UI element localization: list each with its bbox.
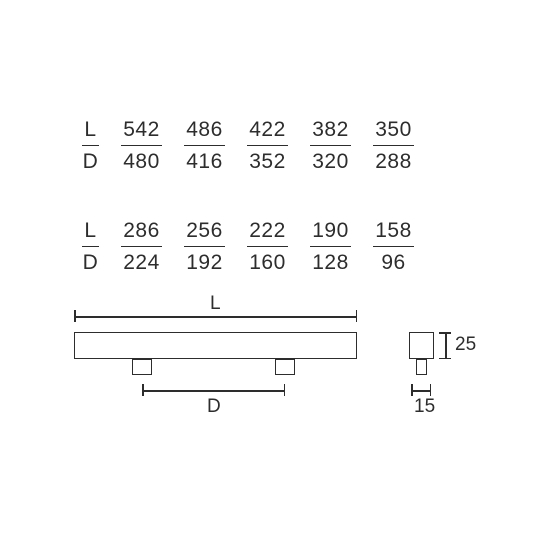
frac-bar <box>82 246 99 247</box>
cell-den: 160 <box>249 251 286 274</box>
cell-num: 350 <box>375 118 412 141</box>
frac-bar <box>310 246 351 247</box>
frac-bar <box>184 145 225 146</box>
dimension-tables: L D 542 480 486 416 422 352 382 320 350 … <box>82 118 414 274</box>
row2-col1: 256 192 <box>184 219 225 274</box>
cell-den: 224 <box>123 251 160 274</box>
dim-tick <box>439 332 451 334</box>
row2-col4: 158 96 <box>373 219 414 274</box>
cell-den: 480 <box>123 150 160 173</box>
frac-bar <box>373 246 414 247</box>
cell-num: 158 <box>375 219 412 242</box>
dim-line-D <box>142 390 285 392</box>
cell-num: 190 <box>312 219 349 242</box>
frac-bar <box>82 145 99 146</box>
frac-bar <box>184 246 225 247</box>
cell-num: 256 <box>186 219 223 242</box>
dim-tick <box>142 384 144 396</box>
dim-line-25 <box>445 332 447 359</box>
cell-num: 542 <box>123 118 160 141</box>
label-25: 25 <box>455 334 476 356</box>
row1-col1: 486 416 <box>184 118 225 173</box>
row1-col3: 382 320 <box>310 118 351 173</box>
label-D: D <box>207 396 221 418</box>
cell-num: 422 <box>249 118 286 141</box>
cell-num: 286 <box>123 219 160 242</box>
cell-den: 320 <box>312 150 349 173</box>
label-L: L <box>210 293 221 315</box>
row2-header: L D <box>82 219 99 274</box>
dim-tick <box>74 310 76 322</box>
frac-bar <box>373 145 414 146</box>
frac-bar <box>310 145 351 146</box>
dim-line-L <box>74 316 357 318</box>
row1-header: L D <box>82 118 99 173</box>
table-row-1: L D 542 480 486 416 422 352 382 320 350 … <box>82 118 414 173</box>
header-den: D <box>83 150 99 173</box>
dim-tick <box>411 384 413 396</box>
frac-bar <box>247 145 288 146</box>
cell-num: 222 <box>249 219 286 242</box>
header-num: L <box>84 118 96 141</box>
end-view-foot <box>416 359 427 375</box>
frac-bar <box>121 145 162 146</box>
frac-bar <box>247 246 288 247</box>
cell-den: 416 <box>186 150 223 173</box>
row2-col2: 222 160 <box>247 219 288 274</box>
dim-tick <box>430 384 432 396</box>
cell-den: 128 <box>312 251 349 274</box>
row1-col4: 350 288 <box>373 118 414 173</box>
table-row-2: L D 286 224 256 192 222 160 190 128 158 … <box>82 219 414 274</box>
cell-den: 96 <box>381 251 405 274</box>
dim-tick <box>439 358 451 360</box>
frac-bar <box>121 246 162 247</box>
row1-col0: 542 480 <box>121 118 162 173</box>
cell-den: 192 <box>186 251 223 274</box>
dim-line-15 <box>411 390 431 392</box>
cell-den: 352 <box>249 150 286 173</box>
row1-col2: 422 352 <box>247 118 288 173</box>
cell-num: 486 <box>186 118 223 141</box>
row2-col0: 286 224 <box>121 219 162 274</box>
main-bar <box>74 332 357 359</box>
cell-den: 288 <box>375 150 412 173</box>
dim-tick <box>284 384 286 396</box>
foot-right <box>275 359 295 375</box>
row2-col3: 190 128 <box>310 219 351 274</box>
header-num: L <box>84 219 96 242</box>
label-15: 15 <box>414 396 435 418</box>
header-den: D <box>83 251 99 274</box>
end-view-bar <box>409 332 434 359</box>
foot-left <box>132 359 152 375</box>
cell-num: 382 <box>312 118 349 141</box>
dim-tick <box>356 310 358 322</box>
